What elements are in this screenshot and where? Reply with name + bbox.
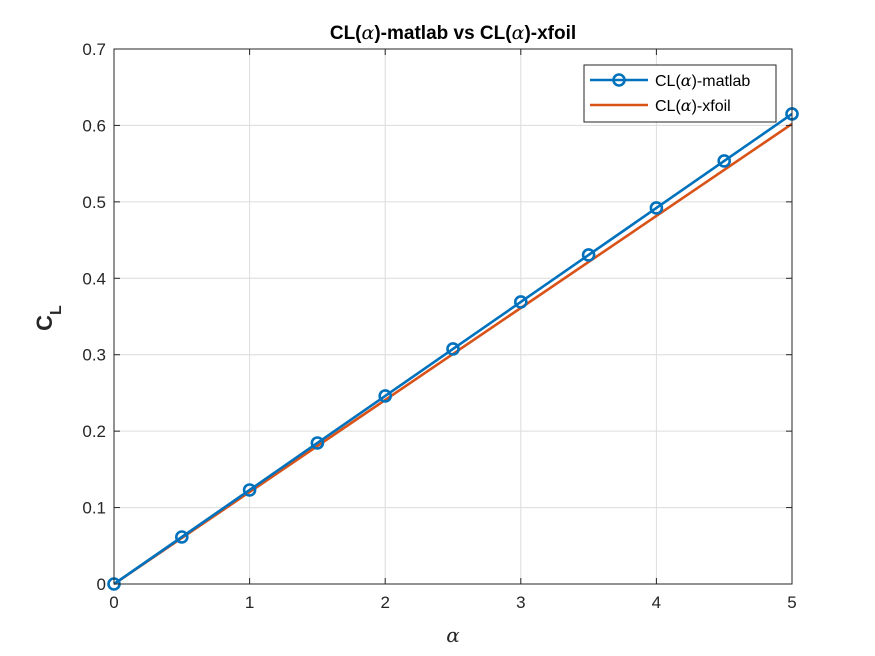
x-tick-label: 0 — [109, 593, 118, 612]
y-tick-label: 0.5 — [82, 193, 106, 212]
legend-entry-matlab: CL(α)-matlab — [655, 71, 750, 90]
legend: CL(α)-matlab CL(α)-xfoil — [583, 64, 777, 123]
x-tick-label: 2 — [380, 593, 389, 612]
x-axis-label: α — [446, 623, 460, 647]
y-tick-label: 0.1 — [82, 499, 106, 518]
y-tick-label: 0 — [97, 575, 106, 594]
data-point-matlab — [581, 248, 596, 262]
series-layer — [107, 107, 799, 591]
y-tick-label: 0.7 — [82, 40, 106, 59]
data-point-matlab — [446, 342, 460, 356]
svg-text:CL: CL — [32, 305, 65, 331]
data-point-matlab — [513, 295, 528, 309]
data-point-matlab — [378, 389, 393, 403]
chart-title: CL(α)-matlab vs CL(α)-xfoil — [330, 22, 576, 44]
y-ticks: 0 0.1 0.2 0.3 0.4 0.5 0.6 0.7 — [82, 40, 792, 594]
x-tick-label: 5 — [787, 593, 796, 612]
y-tick-label: 0.3 — [82, 346, 106, 365]
data-point-matlab — [175, 530, 189, 544]
data-point-matlab — [310, 436, 325, 450]
series-line-matlab — [113, 112, 793, 586]
x-tick-label: 3 — [516, 593, 525, 612]
x-ticks: 0 1 2 3 4 5 — [109, 49, 797, 612]
y-axis-label: CL — [32, 305, 65, 331]
x-tick-label: 4 — [652, 593, 661, 612]
axes-box — [113, 48, 793, 585]
x-tick-label: 1 — [245, 593, 254, 612]
plot-area — [114, 49, 792, 584]
y-tick-label: 0.6 — [82, 116, 106, 135]
y-axis-label-main: C — [32, 315, 57, 331]
legend-entry-xfoil: CL(α)-xfoil — [655, 96, 731, 115]
y-axis-label-sub: L — [48, 305, 65, 315]
data-point-matlab — [649, 201, 664, 215]
data-point-matlab — [717, 154, 732, 168]
data-point-matlab — [242, 483, 257, 497]
y-tick-label: 0.2 — [82, 422, 106, 441]
legend-marker-matlab — [612, 73, 626, 87]
y-tick-label: 0.4 — [82, 269, 106, 288]
